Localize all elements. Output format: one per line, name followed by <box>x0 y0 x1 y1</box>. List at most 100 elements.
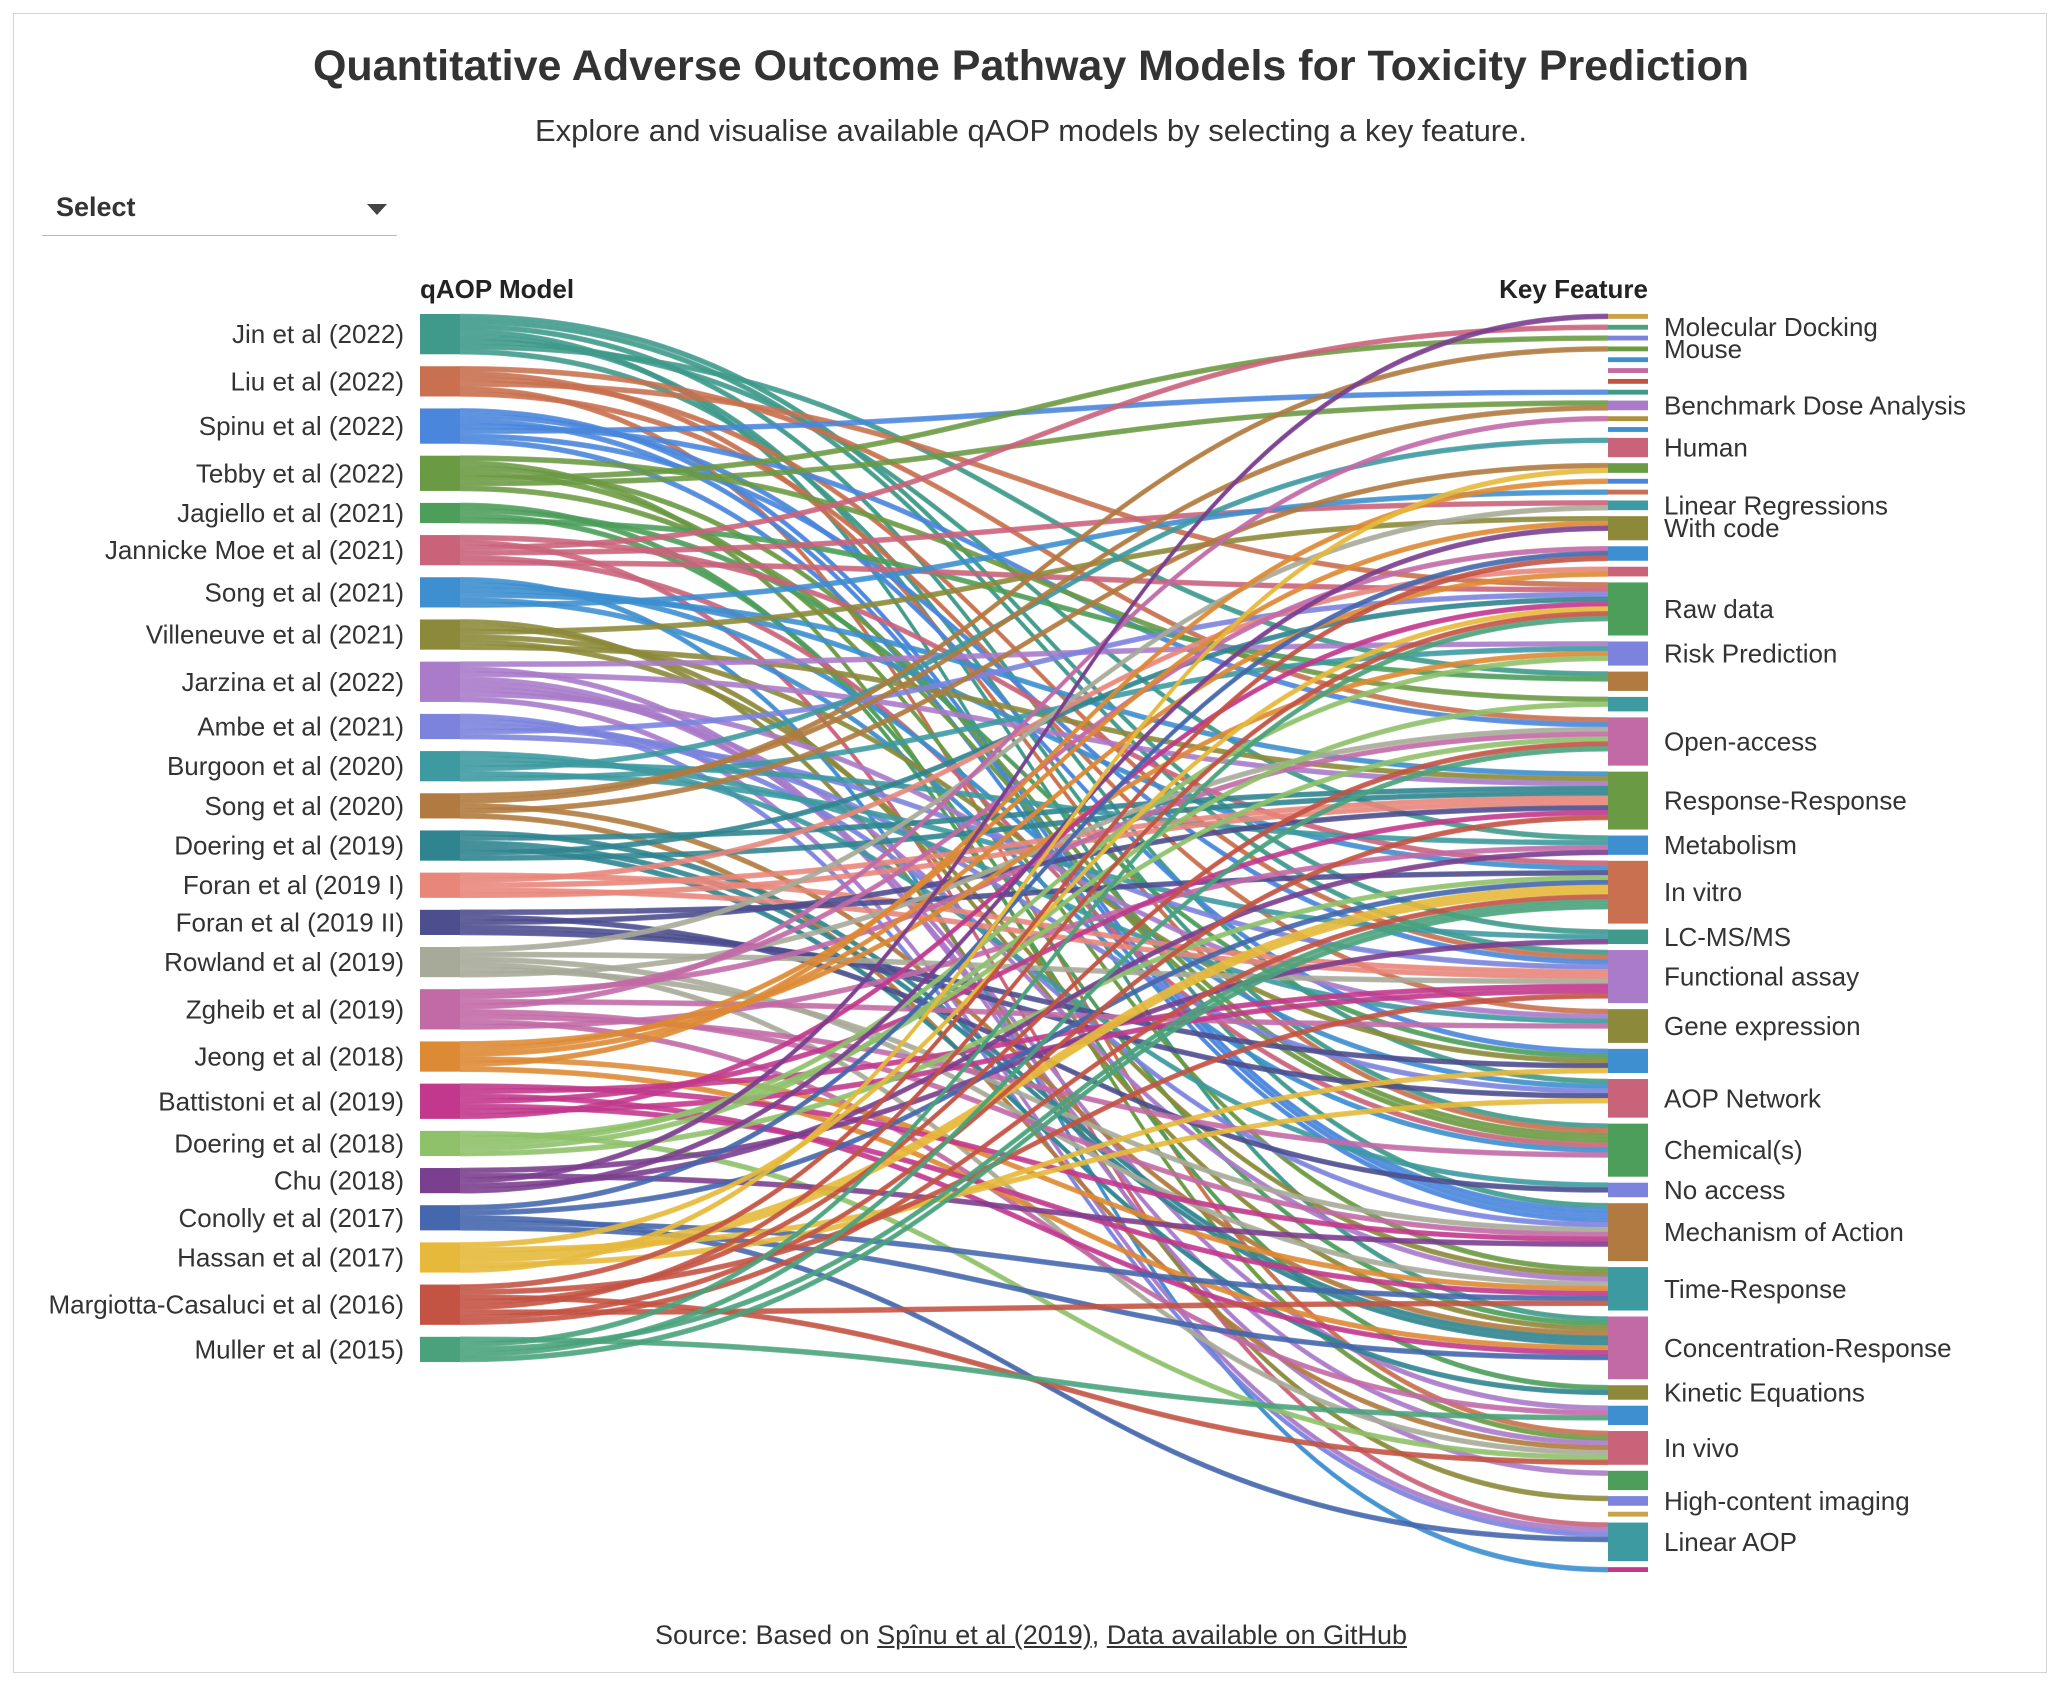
model-node[interactable] <box>420 1205 460 1231</box>
feature-label: Mechanism of Action <box>1664 1217 1904 1247</box>
feature-node[interactable] <box>1608 860 1648 924</box>
sankey-link <box>459 1303 1609 1315</box>
feature-node[interactable] <box>1608 696 1648 712</box>
sankey-link <box>459 939 1609 1171</box>
model-node[interactable] <box>420 314 460 355</box>
feature-select[interactable]: Select <box>42 188 397 236</box>
source-link-github[interactable]: Data available on GitHub <box>1106 1620 1407 1650</box>
feature-label: Raw data <box>1664 594 1774 624</box>
feature-node[interactable] <box>1608 641 1648 666</box>
model-node[interactable] <box>420 502 460 524</box>
feature-node[interactable] <box>1608 314 1648 319</box>
model-node[interactable] <box>420 455 460 491</box>
feature-node[interactable] <box>1608 835 1648 855</box>
feature-node[interactable] <box>1608 1182 1648 1198</box>
feature-node[interactable] <box>1608 346 1648 352</box>
model-node[interactable] <box>420 793 460 819</box>
model-node[interactable] <box>420 661 460 702</box>
feature-node[interactable] <box>1608 1470 1648 1491</box>
sankey-link <box>459 844 1609 1026</box>
sankey-link <box>459 994 1609 1292</box>
feature-node[interactable] <box>1608 400 1648 411</box>
feature-node[interactable] <box>1608 463 1648 473</box>
model-node[interactable] <box>420 1130 460 1157</box>
model-node[interactable] <box>420 830 460 861</box>
sankey-link <box>459 504 1609 556</box>
feature-node[interactable] <box>1608 1267 1648 1311</box>
feature-node[interactable] <box>1608 671 1648 691</box>
feature-node[interactable] <box>1608 378 1648 384</box>
feature-node[interactable] <box>1608 500 1648 511</box>
feature-node[interactable] <box>1608 546 1648 561</box>
feature-node[interactable] <box>1608 950 1648 1004</box>
feature-node[interactable] <box>1608 717 1648 766</box>
feature-node[interactable] <box>1608 1431 1648 1465</box>
feature-node[interactable] <box>1608 1511 1648 1517</box>
feature-node[interactable] <box>1608 478 1648 484</box>
sankey-link <box>459 849 1609 1185</box>
model-node[interactable] <box>420 1168 460 1194</box>
sankey-link <box>459 327 1609 550</box>
feature-node[interactable] <box>1608 1203 1648 1262</box>
feature-node[interactable] <box>1608 416 1648 422</box>
feature-node[interactable] <box>1608 324 1648 330</box>
sankey-link <box>459 502 1609 554</box>
feature-node[interactable] <box>1608 427 1648 432</box>
sankey-link <box>459 796 1609 886</box>
feature-node[interactable] <box>1608 1316 1648 1380</box>
feature-node[interactable] <box>1608 582 1648 636</box>
source-link-paper[interactable]: Spînu et al (2019) <box>877 1620 1092 1650</box>
feature-node[interactable] <box>1608 929 1648 945</box>
model-node[interactable] <box>420 1041 460 1072</box>
sankey-link <box>459 1340 1609 1421</box>
feature-node[interactable] <box>1608 368 1648 373</box>
model-node[interactable] <box>420 577 460 608</box>
feature-node[interactable] <box>1608 1048 1648 1074</box>
sankey-link <box>459 566 1609 879</box>
model-node[interactable] <box>420 1242 460 1273</box>
sankey-link <box>459 619 1609 1348</box>
sankey-link <box>459 1022 1609 1415</box>
sankey-link <box>459 844 1609 1346</box>
feature-node[interactable] <box>1608 1079 1648 1118</box>
model-node[interactable] <box>420 1336 460 1362</box>
feature-node[interactable] <box>1608 516 1648 541</box>
feature-node[interactable] <box>1608 1405 1648 1426</box>
model-node[interactable] <box>420 909 460 935</box>
feature-node[interactable] <box>1608 1496 1648 1506</box>
feature-node[interactable] <box>1608 437 1648 458</box>
model-node[interactable] <box>420 989 460 1030</box>
feature-node[interactable] <box>1608 771 1648 830</box>
feature-label: Benchmark Dose Analysis <box>1664 390 1966 420</box>
feature-node[interactable] <box>1608 489 1648 495</box>
sankey-link <box>459 500 1609 552</box>
model-node[interactable] <box>420 713 460 740</box>
sankey-link <box>459 1223 1609 1301</box>
feature-node[interactable] <box>1608 335 1648 341</box>
model-node[interactable] <box>420 1284 460 1325</box>
feature-node[interactable] <box>1608 1385 1648 1400</box>
model-node[interactable] <box>420 872 460 898</box>
feature-node[interactable] <box>1608 357 1648 363</box>
feature-node[interactable] <box>1608 1009 1648 1043</box>
model-node[interactable] <box>420 366 460 397</box>
model-node[interactable] <box>420 1083 460 1119</box>
feature-node[interactable] <box>1608 566 1648 577</box>
sankey-link <box>459 325 1609 548</box>
sankey-link <box>459 440 1609 771</box>
model-node[interactable] <box>420 408 460 444</box>
model-node[interactable] <box>420 751 460 782</box>
model-node[interactable] <box>420 619 460 650</box>
sankey-link <box>459 795 1609 885</box>
model-node[interactable] <box>420 535 460 566</box>
sankey-link <box>459 880 1609 1213</box>
sankey-link <box>459 967 1609 1230</box>
feature-node[interactable] <box>1608 1123 1648 1177</box>
feature-node[interactable] <box>1608 1522 1648 1562</box>
sankey-link <box>459 365 1609 719</box>
model-node[interactable] <box>420 946 460 978</box>
sankey-link <box>459 1222 1609 1300</box>
feature-node[interactable] <box>1608 389 1648 395</box>
feature-node[interactable] <box>1608 1567 1648 1572</box>
sankey-link <box>459 1221 1609 1299</box>
